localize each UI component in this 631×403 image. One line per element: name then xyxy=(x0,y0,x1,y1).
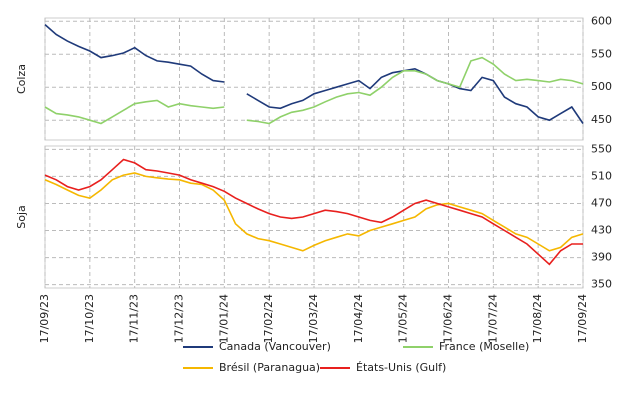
series-line xyxy=(44,56,584,125)
x-tick-label: 17/05/24 xyxy=(397,294,410,343)
x-tick-label: 17/12/23 xyxy=(173,294,186,343)
y-tick-label: 510 xyxy=(591,169,612,182)
y-tick-label: 450 xyxy=(591,113,612,126)
series-line xyxy=(44,24,584,124)
x-tick-label: 17/08/24 xyxy=(531,294,544,343)
x-tick-label: 17/09/24 xyxy=(576,294,589,343)
legend-label: Brésil (Paranagua) xyxy=(219,361,320,374)
y-axis-title: Soja xyxy=(15,205,28,229)
x-tick-label: 17/03/24 xyxy=(307,294,320,343)
x-tick-label: 17/04/24 xyxy=(352,294,365,343)
y-tick-label: 350 xyxy=(591,278,612,291)
x-tick-label: 17/09/23 xyxy=(38,294,51,343)
y-tick-label: 430 xyxy=(591,224,612,237)
y-tick-label: 500 xyxy=(591,80,612,93)
x-tick-label: 17/07/24 xyxy=(486,294,499,343)
y-tick-label: 470 xyxy=(591,196,612,209)
y-tick-label: 390 xyxy=(591,251,612,264)
x-tick-label: 17/11/23 xyxy=(128,294,141,343)
y-tick-label: 550 xyxy=(591,142,612,155)
legend-label: États-Unis (Gulf) xyxy=(356,361,446,374)
y-axis-title: Colza xyxy=(15,64,28,94)
series-line xyxy=(44,158,583,266)
legend-label: Canada (Vancouver) xyxy=(219,340,331,353)
series-line xyxy=(44,172,584,252)
x-tick-label: 17/06/24 xyxy=(442,294,455,343)
panel-frame xyxy=(44,17,584,141)
x-tick-label: 17/01/24 xyxy=(217,294,230,343)
x-tick-label: 17/02/24 xyxy=(262,294,275,343)
y-tick-label: 600 xyxy=(591,14,612,27)
legend-label: France (Moselle) xyxy=(439,340,529,353)
x-tick-label: 17/10/23 xyxy=(83,294,96,343)
y-tick-label: 550 xyxy=(591,47,612,60)
